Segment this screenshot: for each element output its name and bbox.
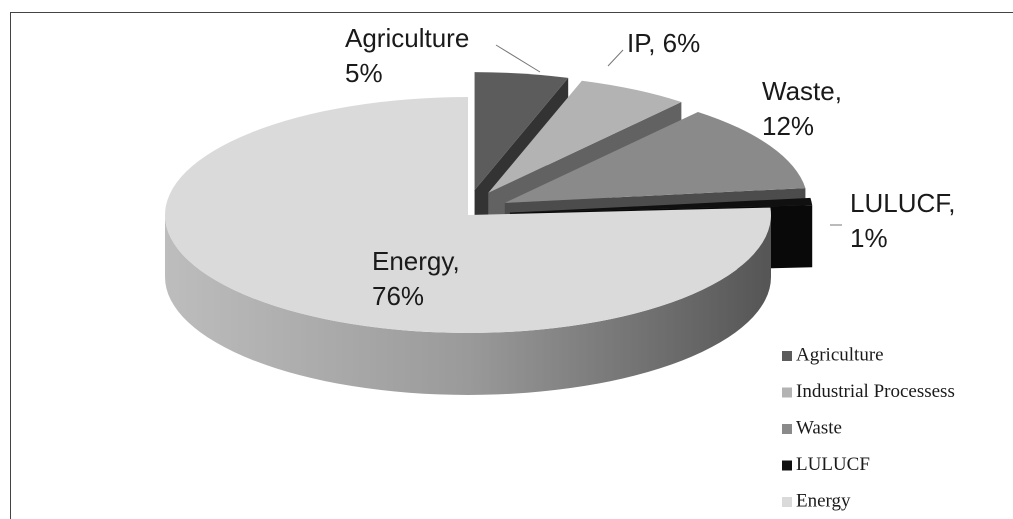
data-labels: Agriculture 5% IP, 6% Waste, 12% LULUCF, 1% Ene… <box>345 23 955 311</box>
legend-label: Energy <box>796 490 851 511</box>
data-label: 5% <box>345 58 383 88</box>
data-label: 76% <box>372 281 424 311</box>
legend-label: Waste <box>796 417 842 438</box>
data-label: 12% <box>762 111 814 141</box>
slice <box>488 80 682 193</box>
slice-side <box>165 215 771 395</box>
data-label: Agriculture <box>345 23 469 53</box>
slice <box>165 97 772 333</box>
legend-label: Industrial Processess <box>796 381 955 402</box>
legend-swatch <box>782 497 792 507</box>
legend-label: Agriculture <box>796 344 884 365</box>
slice <box>509 197 813 213</box>
legend: Agriculture Industrial Processess Waste LUL… <box>782 344 955 511</box>
slice <box>504 111 806 203</box>
legend-swatch <box>782 351 792 361</box>
slice <box>474 72 569 191</box>
data-label: Energy, <box>372 246 460 276</box>
legend-swatch <box>782 424 792 434</box>
data-label: LULUCF, <box>850 188 955 218</box>
pie <box>165 72 813 395</box>
leader-line <box>495 44 541 73</box>
legend-swatch <box>782 460 792 471</box>
leader-line <box>607 49 624 67</box>
legend-swatch <box>782 387 792 398</box>
data-label: Waste, <box>762 76 842 106</box>
data-label: 1% <box>850 223 888 253</box>
legend-label: LULUCF <box>796 454 870 475</box>
data-label: IP, 6% <box>627 28 700 58</box>
